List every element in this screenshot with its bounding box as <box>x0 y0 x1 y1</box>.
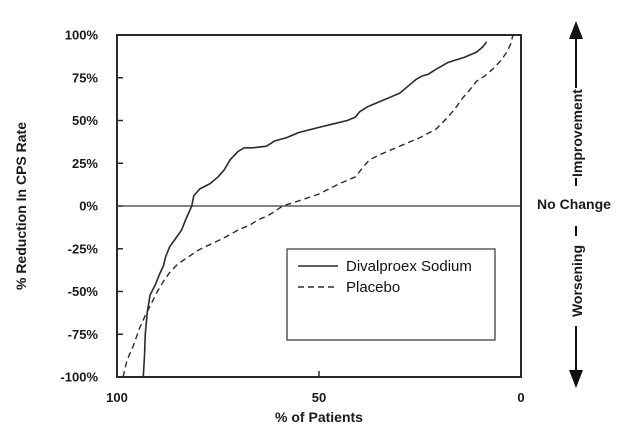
y-tick: -25% <box>68 241 123 256</box>
y-tick: 50% <box>72 113 123 128</box>
legend-label-divalproex: Divalproex Sodium <box>346 258 472 275</box>
legend-box <box>286 248 496 341</box>
y-tick-label: -25% <box>68 241 99 256</box>
legend: Divalproex Sodium Placebo <box>286 248 496 341</box>
y-tick-label: 100% <box>65 28 99 43</box>
worsening-arrow-head <box>569 370 583 388</box>
x-tick-label: 50 <box>312 390 326 405</box>
series-line-divalproex <box>142 41 488 378</box>
y-axis-title: % Reduction In CPS Rate <box>13 122 29 290</box>
x-tick: 100 <box>106 371 128 405</box>
y-tick-label: -100% <box>60 370 98 385</box>
y-tick-label: 25% <box>72 156 98 171</box>
y-tick: -75% <box>68 327 123 342</box>
x-tick-label: 0 <box>517 390 524 405</box>
x-tick: 0 <box>517 371 525 405</box>
y-tick: -50% <box>68 284 123 299</box>
y-axis: 100% 75% 50% 25% 0% -25% -50% -75% -100% <box>60 28 123 385</box>
y-tick-label: 75% <box>72 70 98 85</box>
y-tick-label: -50% <box>68 284 99 299</box>
x-tick: 50 <box>312 371 326 405</box>
no-change-label: No Change <box>537 196 611 212</box>
x-tick-label: 100 <box>106 390 128 405</box>
y-tick-label: -75% <box>68 327 99 342</box>
worsening-label: Worsening <box>569 245 585 317</box>
series-line-placebo <box>122 34 514 378</box>
y-tick: 75% <box>72 70 123 85</box>
y-tick: 100% <box>65 28 123 43</box>
improvement-arrow-head <box>569 21 583 39</box>
x-axis: 100 50 0 <box>106 371 525 405</box>
improvement-label: Improvement <box>569 89 585 177</box>
y-tick: -100% <box>60 370 123 385</box>
improvement-arrow: Improvement <box>569 21 585 186</box>
y-tick: 25% <box>72 156 123 171</box>
y-tick-label: 0% <box>79 199 98 214</box>
x-axis-title: % of Patients <box>275 409 363 425</box>
worsening-arrow: Worsening <box>569 226 585 388</box>
legend-label-placebo: Placebo <box>346 279 400 296</box>
y-tick-label: 50% <box>72 113 98 128</box>
